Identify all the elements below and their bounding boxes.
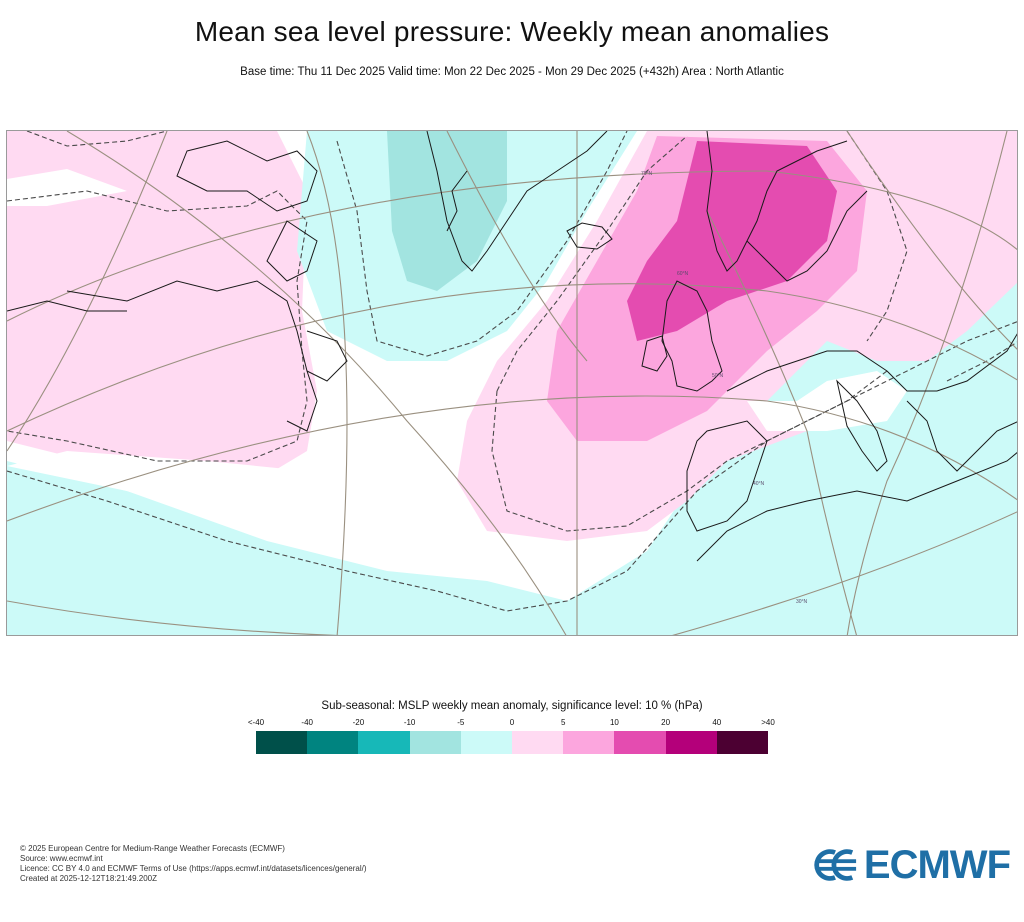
chart-title: Mean sea level pressure: Weekly mean ano… — [194, 16, 830, 47]
lat-label-30: 30°N — [796, 599, 808, 605]
legend-tick: -10 — [403, 718, 416, 727]
legend-swatch — [256, 731, 308, 754]
lat-label-40: 40°N — [753, 481, 765, 487]
graticule-labels: 70°N 60°N 50°N 40°N 30°N — [641, 171, 808, 605]
legend-swatch — [307, 731, 359, 754]
footer-created: Created at 2025-12-12T18:21:49.200Z — [20, 874, 157, 883]
anomaly-region-canada-positive — [7, 131, 317, 481]
legend-colorbar — [256, 731, 769, 754]
coastlines — [7, 131, 1017, 562]
footer-copyright: © 2025 European Centre for Medium-Range … — [20, 844, 285, 853]
ecmwf-logo-icon — [814, 849, 857, 881]
legend-tick: >40 — [761, 718, 775, 727]
anomaly-map: 70°N 60°N 50°N 40°N 30°N — [7, 131, 1017, 635]
anomaly-region-scandinavia-strong — [627, 141, 837, 341]
legend-swatch — [512, 731, 564, 754]
legend-tick: -20 — [352, 718, 365, 727]
legend-swatch — [409, 731, 461, 754]
significance-contours — [7, 131, 1017, 612]
legend-tick: 10 — [609, 718, 619, 727]
legend-ticks: <-40 -40 -20 -10 -5 0 5 10 20 40 >40 — [248, 718, 775, 730]
legend-swatch — [563, 731, 615, 754]
ecmwf-logo: ECMWF — [814, 843, 1011, 887]
footer-credits: © 2025 European Centre for Medium-Range … — [20, 844, 367, 884]
anomaly-region-west-positive-upper — [7, 131, 267, 191]
footer-licence: Licence: CC BY 4.0 and ECMWF Terms of Us… — [20, 864, 367, 873]
legend-tick: 0 — [509, 718, 515, 727]
lat-label-60: 60°N — [677, 271, 689, 277]
footer-source: Source: www.ecmwf.int — [20, 854, 103, 863]
graticule — [7, 131, 1017, 635]
legend-swatch — [358, 731, 410, 754]
legend-tick: -5 — [457, 718, 465, 727]
legend-tick: 5 — [560, 718, 566, 727]
legend-swatch — [716, 731, 769, 754]
legend-tick: -40 — [301, 718, 313, 727]
map-panel: 70°N 60°N 50°N 40°N 30°N — [6, 130, 1018, 636]
anomaly-region-greenland-core — [387, 131, 507, 291]
legend-swatch — [665, 731, 717, 754]
legend-swatch — [614, 731, 666, 754]
chart-subtitle: Base time: Thu 11 Dec 2025 Valid time: M… — [240, 66, 784, 78]
lat-label-50: 50°N — [712, 373, 724, 379]
lat-label-70: 70°N — [641, 171, 653, 177]
legend-tick: <-40 — [247, 718, 265, 727]
legend-title: Sub-seasonal: MSLP weekly mean anomaly, … — [321, 700, 703, 712]
ecmwf-logo-text: ECMWF — [863, 842, 1011, 887]
legend-tick: 40 — [712, 718, 722, 727]
legend-tick: 20 — [661, 718, 671, 727]
legend-swatch — [460, 731, 513, 754]
anomaly-region-southwest-negative — [7, 312, 1017, 635]
